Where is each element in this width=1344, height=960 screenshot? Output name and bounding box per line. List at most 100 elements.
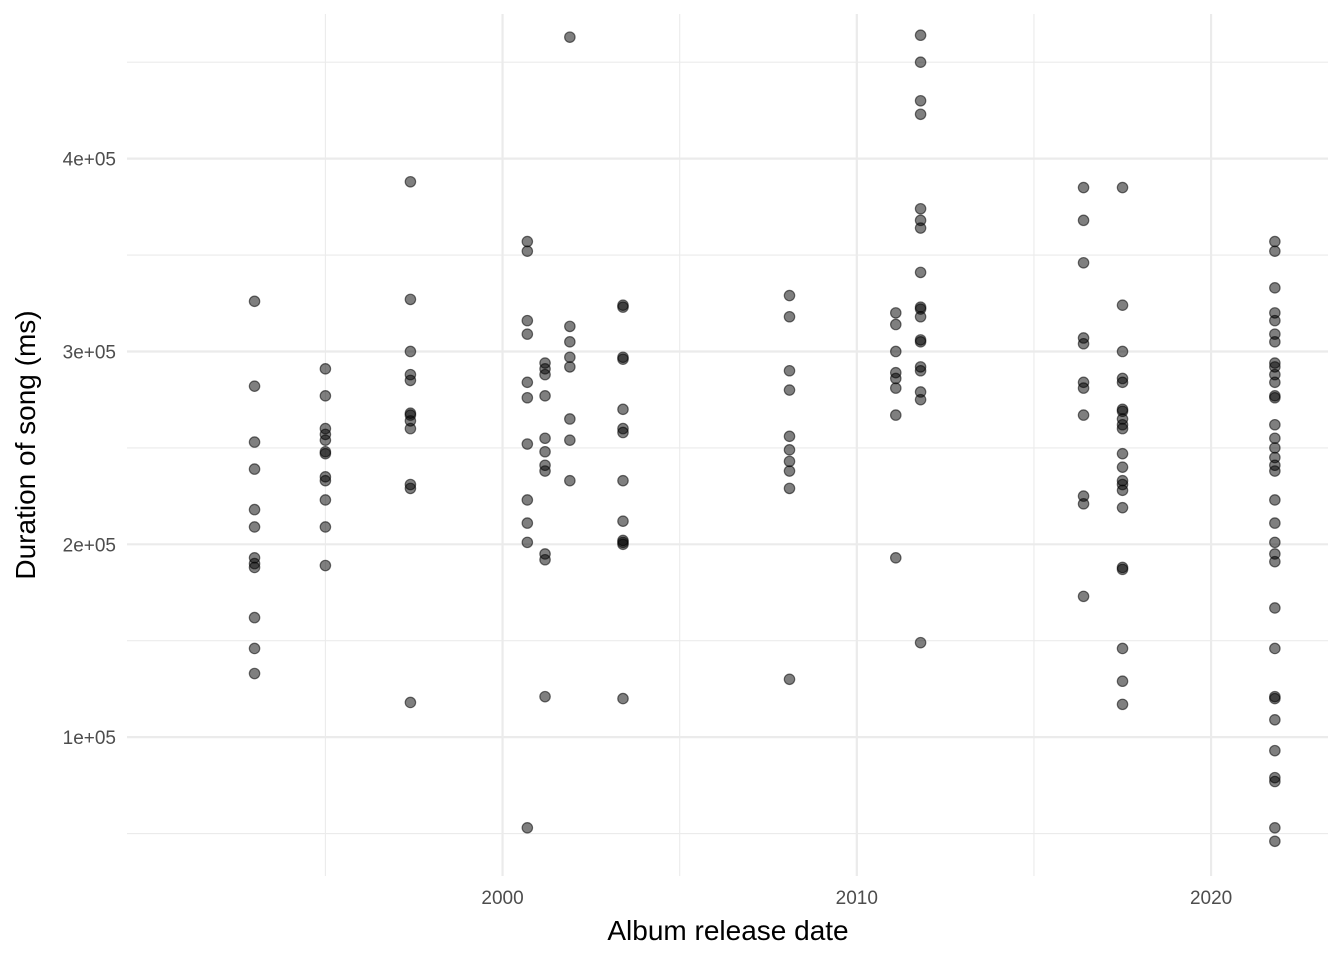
data-point (617, 426, 629, 439)
data-point (1269, 336, 1281, 348)
data-point (1077, 590, 1090, 603)
data-point (248, 380, 261, 392)
data-point (914, 310, 927, 323)
data-point (1269, 744, 1281, 757)
data-point (539, 390, 551, 402)
data-point (1269, 235, 1281, 248)
data-point (564, 31, 576, 43)
data-point (248, 503, 261, 516)
data-point (914, 266, 927, 279)
data-point (1269, 536, 1281, 549)
data-point (248, 642, 261, 655)
data-point (319, 434, 332, 446)
data-point (1269, 465, 1281, 477)
data-point (1116, 501, 1129, 514)
y-tick-label: 2e+05 (63, 535, 116, 556)
data-point (1269, 835, 1281, 848)
data-point (783, 482, 796, 495)
data-point (564, 434, 576, 446)
data-point (539, 690, 551, 703)
data-point (564, 361, 576, 373)
data-point (1269, 713, 1281, 726)
data-point (248, 611, 261, 624)
data-point (783, 465, 796, 477)
data-point (404, 293, 417, 306)
data-point (1116, 484, 1129, 497)
data-point (889, 382, 902, 394)
data-point (1116, 642, 1129, 655)
data-point (1269, 391, 1281, 404)
data-point (521, 328, 534, 340)
data-point (1077, 256, 1090, 269)
data-point (1269, 602, 1281, 614)
data-point (539, 368, 551, 381)
data-point (1269, 442, 1281, 454)
data-point (889, 409, 902, 421)
data-point (914, 393, 927, 406)
data-point (319, 474, 332, 487)
data-point (539, 465, 551, 477)
data-point (564, 474, 576, 487)
data-point (783, 364, 796, 377)
data-point (248, 561, 261, 574)
data-point (1077, 214, 1090, 227)
data-point (617, 301, 629, 313)
data-point (617, 515, 629, 527)
data-point (1116, 461, 1129, 473)
data-point (404, 482, 417, 495)
data-point (539, 432, 551, 445)
data-point (1269, 692, 1281, 705)
data-point (617, 353, 629, 365)
data-point (1269, 821, 1281, 834)
data-point (1116, 181, 1129, 194)
data-point (521, 438, 534, 450)
data-point (1269, 517, 1281, 529)
data-point (783, 310, 796, 323)
data-point (564, 320, 576, 333)
data-point (248, 295, 261, 308)
data-point (248, 667, 261, 680)
data-point (1269, 282, 1281, 294)
data-point (1116, 299, 1129, 311)
data-point (914, 336, 927, 348)
data-point (404, 422, 417, 435)
data-point (914, 94, 927, 107)
data-point (1269, 245, 1281, 257)
data-point (1269, 432, 1281, 445)
data-point (914, 29, 927, 42)
data-point (521, 245, 534, 257)
y-tick-label: 3e+05 (63, 342, 116, 363)
data-point (319, 521, 332, 533)
data-point (1077, 409, 1090, 421)
data-point (617, 474, 629, 487)
data-point (564, 336, 576, 348)
data-point (521, 314, 534, 327)
data-point (539, 553, 551, 566)
data-point (1269, 494, 1281, 506)
data-point (1077, 498, 1090, 510)
data-point (1116, 422, 1129, 435)
data-point (783, 430, 796, 443)
data-point (1269, 555, 1281, 568)
data-point (1269, 642, 1281, 655)
data-point (889, 307, 902, 319)
data-point (319, 363, 332, 375)
data-point (404, 696, 417, 709)
y-axis-title: Duration of song (ms) (10, 310, 41, 579)
data-point (617, 538, 629, 551)
x-tick-label: 2020 (1190, 888, 1232, 909)
data-point (404, 175, 417, 188)
data-point (914, 108, 927, 121)
data-point (521, 494, 534, 506)
x-tick-label: 2000 (481, 888, 523, 909)
data-point (521, 536, 534, 549)
data-point (914, 202, 927, 215)
data-point (889, 318, 902, 331)
data-point (1077, 337, 1090, 350)
x-tick-label: 2010 (836, 888, 878, 909)
data-point (248, 436, 261, 448)
data-point (564, 413, 576, 425)
data-point (1116, 563, 1129, 576)
data-point (783, 289, 796, 302)
